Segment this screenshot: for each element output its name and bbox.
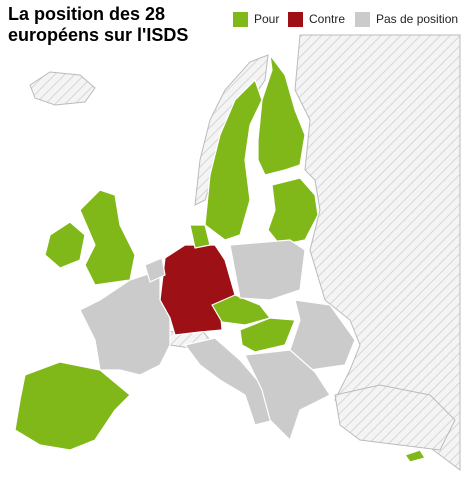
country [239, 317, 296, 353]
country [44, 221, 86, 269]
country [144, 257, 166, 283]
countries [14, 54, 426, 463]
country [257, 54, 306, 176]
country [289, 299, 356, 371]
legend-swatch [355, 12, 370, 27]
country [244, 349, 331, 441]
title-line: La position des 28 [8, 4, 165, 24]
country [79, 189, 136, 286]
country [79, 269, 171, 376]
country [184, 337, 276, 426]
legend: Pour Contre Pas de position [233, 12, 458, 27]
country [14, 361, 131, 451]
country [267, 177, 319, 246]
legend-label: Pour [254, 12, 279, 26]
legend-swatch [288, 12, 303, 27]
country [229, 239, 306, 301]
legend-label: Pas de position [376, 12, 458, 26]
country [204, 79, 263, 241]
title-line: européens sur l'ISDS [8, 25, 188, 45]
legend-swatch [233, 12, 248, 27]
country [189, 224, 211, 249]
country [404, 449, 426, 463]
legend-label: Contre [309, 12, 345, 26]
